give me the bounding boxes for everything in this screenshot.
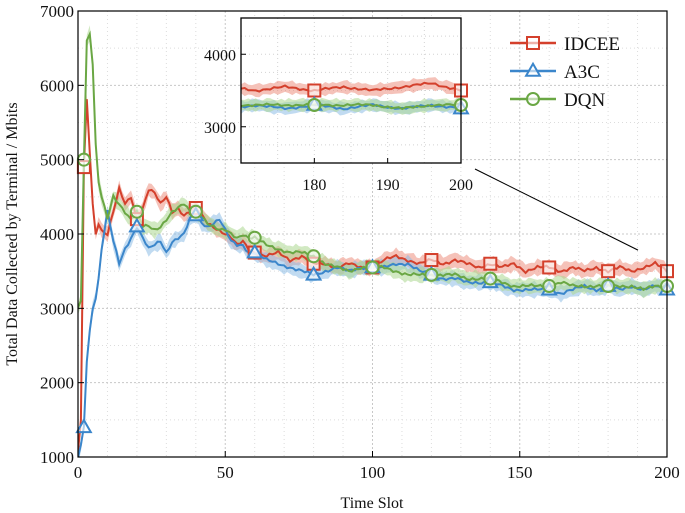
inset-series-lines (241, 81, 461, 111)
data-point-a3c (128, 217, 146, 233)
data-point-idcee (424, 253, 439, 268)
legend-label-dqn: DQN (564, 90, 605, 111)
x-axis-title: Time Slot (341, 495, 405, 512)
data-point-dqn (365, 260, 380, 275)
data-point-dqn (542, 279, 557, 294)
y-tick-label: 2000 (40, 374, 74, 393)
data-point-dqn (601, 279, 616, 294)
legend-marker-idcee (526, 36, 540, 50)
y-tick-label: 4000 (40, 225, 74, 244)
inset-band-idcee (241, 77, 461, 98)
data-point-idcee (542, 260, 557, 275)
data-point-dqn (188, 204, 203, 219)
inset-x-tick-label: 180 (302, 177, 326, 194)
x-tick-label: 200 (654, 463, 680, 482)
x-tick-label: 0 (74, 463, 83, 482)
legend-marker-dqn (526, 92, 540, 106)
x-tick-label: 150 (507, 463, 533, 482)
inset-data-point-dqn (307, 98, 322, 112)
legend-marker-a3c (524, 61, 542, 77)
data-point-a3c (75, 418, 93, 434)
y-tick-label: 5000 (40, 151, 74, 170)
inset-line-dqn (241, 102, 461, 111)
data-point-a3c (246, 243, 264, 259)
legend: IDCEE A3C DQN (510, 34, 620, 111)
y-axis-title: Total Data Collected by Terminal / Mbits (4, 102, 21, 365)
data-point-dqn (424, 267, 439, 282)
legend-label-idcee: IDCEE (564, 34, 620, 55)
y-tick-label: 3000 (40, 299, 74, 318)
data-point-dqn (129, 204, 144, 219)
data-point-dqn (247, 230, 262, 245)
inset-frame (240, 17, 462, 164)
inset-x-tick-label: 190 (376, 177, 400, 194)
inset-y-tick-label: 3000 (204, 120, 236, 137)
x-tick-label: 50 (217, 463, 234, 482)
inset-data-point-idcee (307, 83, 322, 98)
inset-y-tick-label: 4000 (204, 47, 236, 64)
data-point-a3c (304, 265, 323, 281)
data-point-idcee (483, 256, 498, 271)
y-tick-label: 7000 (40, 2, 74, 21)
x-tick-label: 100 (360, 463, 386, 482)
inset-x-tick-label: 200 (449, 177, 473, 194)
inset-line-idcee (241, 81, 461, 93)
main-ticks: 0 50 100 150 200 1000 2000 3000 4000 5000 6000 7000 (40, 2, 680, 482)
data-point-dqn (306, 249, 321, 264)
legend-label-a3c: A3C (564, 62, 600, 83)
zoom-connector-line (474, 168, 639, 251)
inset-ticks: 180 190 200 3000 4000 (204, 47, 473, 194)
series-band-idcee (78, 94, 667, 457)
y-tick-label: 6000 (40, 76, 74, 95)
data-point-dqn (483, 271, 498, 286)
y-tick-label: 1000 (40, 448, 74, 467)
data-point-idcee (601, 264, 616, 279)
